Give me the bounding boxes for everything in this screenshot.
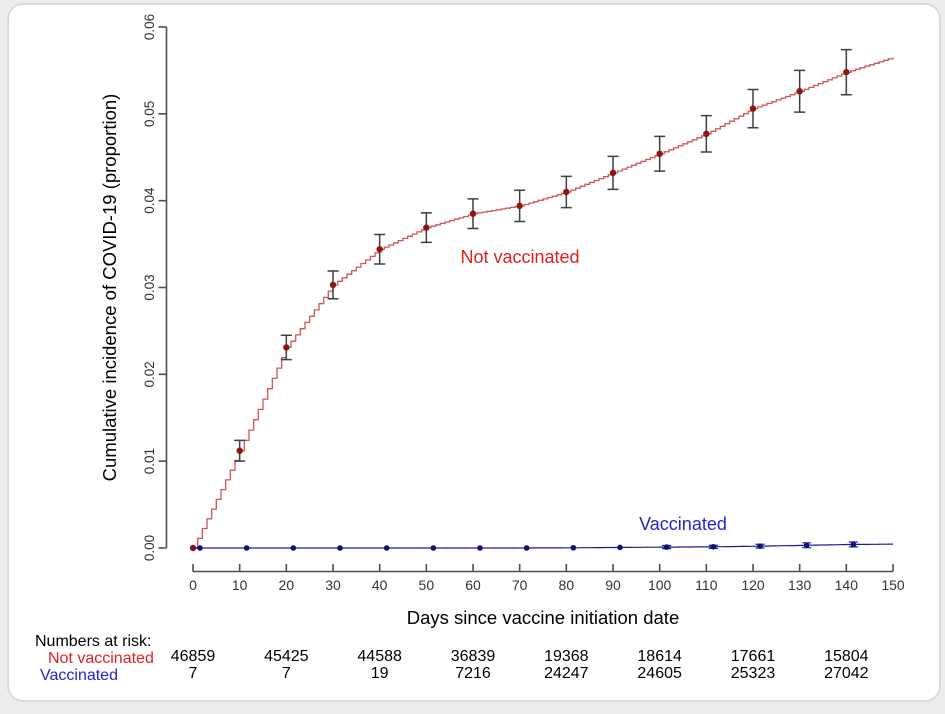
x-tick-label: 0	[189, 577, 197, 593]
not-vaccinated-step-curve	[193, 57, 894, 549]
x-tick-label: 20	[279, 577, 295, 593]
not-vaccinated-curve-label: Not vaccinated	[460, 247, 579, 267]
risk-value: 19368	[544, 648, 589, 665]
data-point-marker	[290, 545, 297, 551]
risk-value: 24605	[637, 665, 682, 682]
x-tick-label: 120	[741, 577, 765, 593]
risk-row-label-vaccinated: Vaccinated	[40, 667, 118, 684]
risk-value: 18614	[637, 648, 682, 665]
y-tick-label: 0.06	[142, 14, 157, 40]
x-axis-title: Days since vaccine initiation date	[407, 607, 680, 628]
data-point-marker	[516, 202, 523, 210]
x-tick-label: 10	[232, 577, 248, 593]
data-point-marker	[563, 188, 570, 196]
risk-value: 36839	[451, 648, 496, 665]
data-point-marker	[656, 150, 663, 157]
risk-row-label-not-vaccinated: Not vaccinated	[48, 650, 154, 667]
x-tick-label: 130	[788, 577, 812, 593]
risk-value: 17661	[731, 648, 776, 665]
y-axis-title: Cumulative incidence of COVID-19 (propor…	[99, 94, 120, 482]
x-tick-label: 110	[695, 577, 718, 593]
x-tick-label: 30	[325, 577, 341, 593]
x-tick-label: 140	[835, 577, 859, 593]
data-point-marker	[757, 543, 763, 549]
x-tick-label: 80	[559, 577, 575, 593]
data-point-marker	[337, 545, 343, 551]
data-point-marker	[710, 543, 717, 550]
data-point-marker	[197, 545, 203, 551]
data-point-marker	[609, 169, 617, 177]
data-point-marker	[383, 545, 390, 551]
y-tick-label: 0.05	[142, 101, 157, 127]
data-point-marker	[423, 224, 430, 231]
data-point-marker	[749, 105, 757, 112]
x-tick-label: 40	[372, 577, 388, 593]
data-point-marker	[236, 447, 243, 454]
y-tick-label: 0.04	[142, 187, 157, 214]
x-tick-label: 90	[605, 577, 621, 593]
x-tick-label: 150	[881, 577, 905, 593]
risk-table-title: Numbers at risk:	[35, 633, 151, 650]
data-point-marker	[430, 545, 437, 551]
data-point-marker	[570, 544, 577, 551]
data-point-marker	[469, 210, 477, 217]
x-tick-label: 50	[419, 577, 435, 593]
risk-value: 45425	[264, 648, 309, 665]
data-point-marker	[663, 544, 670, 550]
data-point-marker	[243, 545, 250, 551]
data-point-marker	[843, 68, 850, 76]
x-tick-label: 60	[465, 577, 481, 593]
risk-value: 15804	[824, 648, 869, 665]
risk-value: 7216	[455, 665, 491, 682]
risk-value: 7	[189, 665, 198, 682]
y-tick-label: 0.00	[142, 535, 157, 561]
risk-value: 25323	[731, 665, 776, 682]
data-point-marker	[703, 130, 710, 138]
risk-value: 46859	[171, 648, 216, 665]
data-point-marker	[283, 344, 290, 351]
risk-value: 27042	[824, 665, 869, 682]
data-point-marker	[329, 281, 337, 289]
data-point-marker	[477, 545, 483, 551]
y-tick-label: 0.02	[142, 361, 157, 387]
data-point-marker	[376, 246, 383, 253]
x-tick-label: 100	[648, 577, 672, 593]
data-point-marker	[617, 544, 623, 551]
risk-value: 19	[371, 665, 389, 682]
data-point-marker	[803, 542, 810, 549]
vaccinated-step-curve	[193, 543, 893, 549]
y-tick-label: 0.01	[142, 448, 157, 474]
data-point-marker	[850, 541, 857, 548]
data-point-marker	[796, 88, 803, 95]
risk-value: 24247	[544, 665, 589, 682]
risk-value: 7	[282, 665, 291, 682]
vaccinated-curve-label: Vaccinated	[639, 514, 727, 534]
x-tick-label: 70	[512, 577, 528, 593]
risk-value: 44588	[357, 648, 402, 665]
figure-card	[7, 3, 941, 702]
data-point-marker	[523, 545, 530, 551]
chart-generated-layer: 0.00 0.01 0.02 0.03 0.04 0.05 0.06 0 10 20 30 40 50 6…	[142, 14, 905, 682]
y-tick-label: 0.03	[142, 274, 157, 300]
